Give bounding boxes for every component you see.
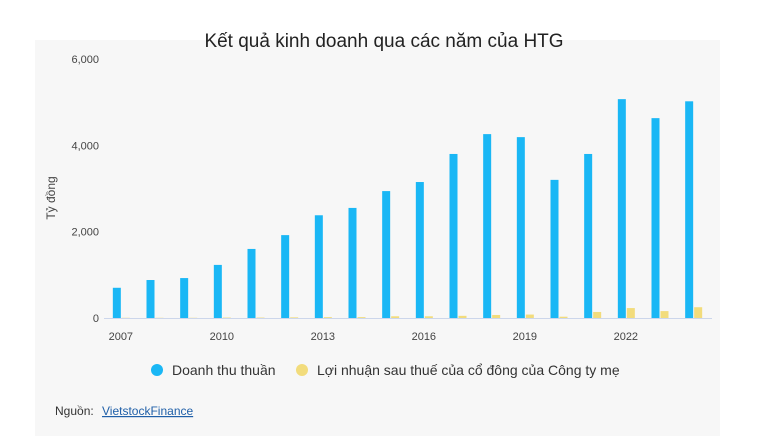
bar xyxy=(290,317,298,318)
bar xyxy=(694,307,702,318)
y-tick-label: 0 xyxy=(93,313,99,325)
legend-label: Doanh thu thuần xyxy=(172,362,276,378)
bar xyxy=(483,134,491,318)
bar xyxy=(450,154,458,318)
bar xyxy=(281,235,289,318)
x-tick-label: 2010 xyxy=(210,331,234,343)
bar xyxy=(593,312,601,318)
source-label: Nguồn: xyxy=(55,404,94,418)
x-tick-label: 2007 xyxy=(109,331,133,343)
legend-marker xyxy=(296,364,308,376)
source-link[interactable]: VietstockFinance xyxy=(102,404,193,418)
bar xyxy=(627,308,635,318)
bar xyxy=(349,208,357,318)
bar xyxy=(214,265,222,318)
bar xyxy=(551,180,559,318)
legend-label: Lợi nhuận sau thuế của cổ đông của Công … xyxy=(317,362,620,378)
bar xyxy=(459,316,467,318)
x-tick-label: 2022 xyxy=(614,331,638,343)
bar xyxy=(391,316,399,318)
bar xyxy=(652,118,660,318)
legend-marker xyxy=(151,364,163,376)
chart-title: Kết quả kinh doanh qua các năm của HTG xyxy=(204,31,563,52)
x-tick-label: 2016 xyxy=(412,331,436,343)
bar xyxy=(416,182,424,318)
bar xyxy=(248,249,256,318)
bar xyxy=(560,317,568,318)
bar xyxy=(425,316,433,318)
bar xyxy=(517,137,525,318)
x-tick-label: 2019 xyxy=(513,331,537,343)
bar xyxy=(180,278,188,318)
bar xyxy=(315,215,323,318)
bar xyxy=(113,288,121,318)
bar xyxy=(584,154,592,318)
bar xyxy=(147,280,155,318)
x-tick-label: 2013 xyxy=(311,331,335,343)
bar xyxy=(382,191,390,318)
bar xyxy=(685,101,693,318)
y-axis-label: Tỷ đồng xyxy=(44,176,58,219)
bar xyxy=(324,317,332,318)
bar xyxy=(492,315,500,318)
bar xyxy=(358,317,366,318)
bar xyxy=(526,315,534,318)
bar xyxy=(661,311,669,318)
y-tick-label: 2,000 xyxy=(71,227,99,239)
y-tick-label: 6,000 xyxy=(71,54,99,66)
bar xyxy=(618,99,626,318)
y-tick-label: 4,000 xyxy=(71,140,99,152)
